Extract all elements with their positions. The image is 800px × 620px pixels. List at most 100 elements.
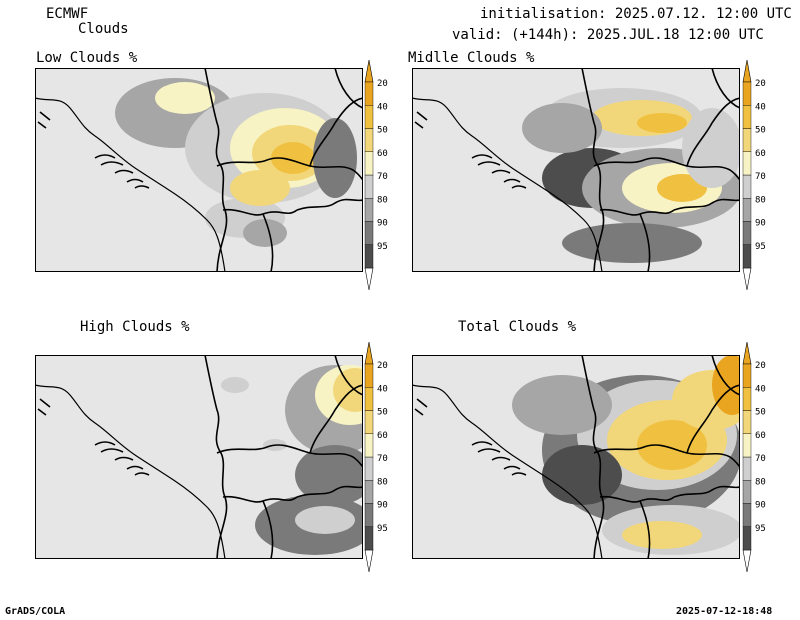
border-line <box>334 355 363 396</box>
map-frame <box>412 355 740 559</box>
border-line <box>686 384 740 454</box>
colorbar-segment <box>742 244 752 269</box>
panel-title-total: Total Clouds % <box>458 319 577 335</box>
colorbar-segment <box>364 221 374 245</box>
colorbar-segment <box>742 410 752 434</box>
cloud-area <box>243 219 287 247</box>
colorbar-label: 20 <box>755 79 766 89</box>
colorbar-segment <box>364 526 374 551</box>
cloud-area <box>522 103 602 153</box>
model-name: ECMWF <box>46 6 89 22</box>
border-line <box>334 68 363 109</box>
colorbar-high-cap <box>742 341 752 365</box>
footer-timestamp: 2025-07-12-18:48 <box>676 606 773 617</box>
border-line <box>581 68 605 272</box>
cloud-area <box>313 118 357 198</box>
island-outline <box>37 408 47 416</box>
island-outline <box>37 121 47 129</box>
map-frame <box>35 68 363 272</box>
colorbar-segment <box>364 456 374 481</box>
border-line <box>639 500 651 559</box>
colorbar-label: 70 <box>755 172 766 182</box>
colorbar-segment <box>364 363 374 388</box>
colorbar-label: 60 <box>755 431 766 441</box>
colorbar-segment <box>742 105 752 129</box>
initialisation-time: initialisation: 2025.07.12. 12:00 UTC <box>480 6 792 22</box>
island-outline <box>477 161 501 166</box>
colorbar-segment <box>742 363 752 388</box>
footer-software: GrADS/COLA <box>5 606 66 617</box>
colorbar-label: 90 <box>377 501 388 511</box>
cloud-area <box>682 108 740 188</box>
border-line <box>296 485 363 498</box>
colorbar-label: 50 <box>377 408 388 418</box>
border-line <box>262 500 274 559</box>
cloud-area <box>155 82 215 114</box>
colorbar-segment <box>364 81 374 106</box>
map-panel-low <box>35 68 363 272</box>
colorbar-label: 50 <box>755 126 766 136</box>
border-line <box>711 355 740 396</box>
colorbar-label: 70 <box>377 172 388 182</box>
colorbar-segment <box>364 410 374 434</box>
colorbar-segment <box>364 244 374 269</box>
colorbar-segment <box>742 387 752 411</box>
colorbar-segment <box>742 198 752 222</box>
island-outline <box>39 111 51 121</box>
colorbar-segment <box>364 433 374 458</box>
coastline <box>412 97 603 272</box>
island-outline <box>477 448 501 453</box>
colorbar-high-cap <box>742 59 752 83</box>
border-line <box>711 68 740 109</box>
island-outline <box>511 185 527 189</box>
colorbar-segment <box>742 456 752 481</box>
colorbar-label: 20 <box>377 361 388 371</box>
colorbar-label: 95 <box>377 524 388 534</box>
border-line <box>262 213 274 272</box>
island-outline <box>511 472 527 476</box>
colorbar-label: 60 <box>755 149 766 159</box>
cloud-area <box>542 445 622 505</box>
island-outline <box>94 154 116 159</box>
colorbar-label: 50 <box>755 408 766 418</box>
colorbar-label: 40 <box>377 384 388 394</box>
island-outline <box>491 169 511 174</box>
coastline <box>35 384 226 559</box>
colorbar-segment <box>364 174 374 199</box>
island-outline <box>134 185 150 189</box>
colorbar-segment <box>364 387 374 411</box>
colorbar-label: 80 <box>755 195 766 205</box>
border-line <box>309 97 363 167</box>
map-frame <box>35 355 363 559</box>
colorbar-label: 60 <box>377 431 388 441</box>
island-outline <box>414 121 424 129</box>
colorbar-label: 80 <box>755 477 766 487</box>
product-name: Clouds <box>78 21 129 37</box>
colorbar-label: 90 <box>377 219 388 229</box>
map-panel-middle <box>412 68 740 272</box>
cloud-area <box>271 142 315 174</box>
border-line <box>639 213 651 272</box>
colorbar-label: 20 <box>377 79 388 89</box>
panel-title-high: High Clouds % <box>80 319 190 335</box>
panel-title-middle: Midlle Clouds % <box>408 50 535 66</box>
colorbar-label: 95 <box>755 242 766 252</box>
cloud-area <box>295 445 363 505</box>
colorbar-low-cap <box>742 267 752 291</box>
border-line <box>204 355 228 559</box>
colorbar-low-cap <box>742 549 752 573</box>
border-line <box>309 384 363 454</box>
cloud-area <box>295 506 355 534</box>
colorbar-segment <box>364 480 374 504</box>
colorbar-segment <box>742 128 752 152</box>
colorbar-segment <box>364 151 374 176</box>
island-outline <box>94 441 116 446</box>
cloud-area <box>221 377 249 393</box>
border-line <box>673 485 740 498</box>
colorbar-label: 40 <box>755 384 766 394</box>
island-outline <box>100 448 124 453</box>
coastline <box>35 97 226 272</box>
colorbar-segment <box>742 151 752 176</box>
colorbar-high-cap <box>364 341 374 365</box>
colorbar-segment <box>364 198 374 222</box>
